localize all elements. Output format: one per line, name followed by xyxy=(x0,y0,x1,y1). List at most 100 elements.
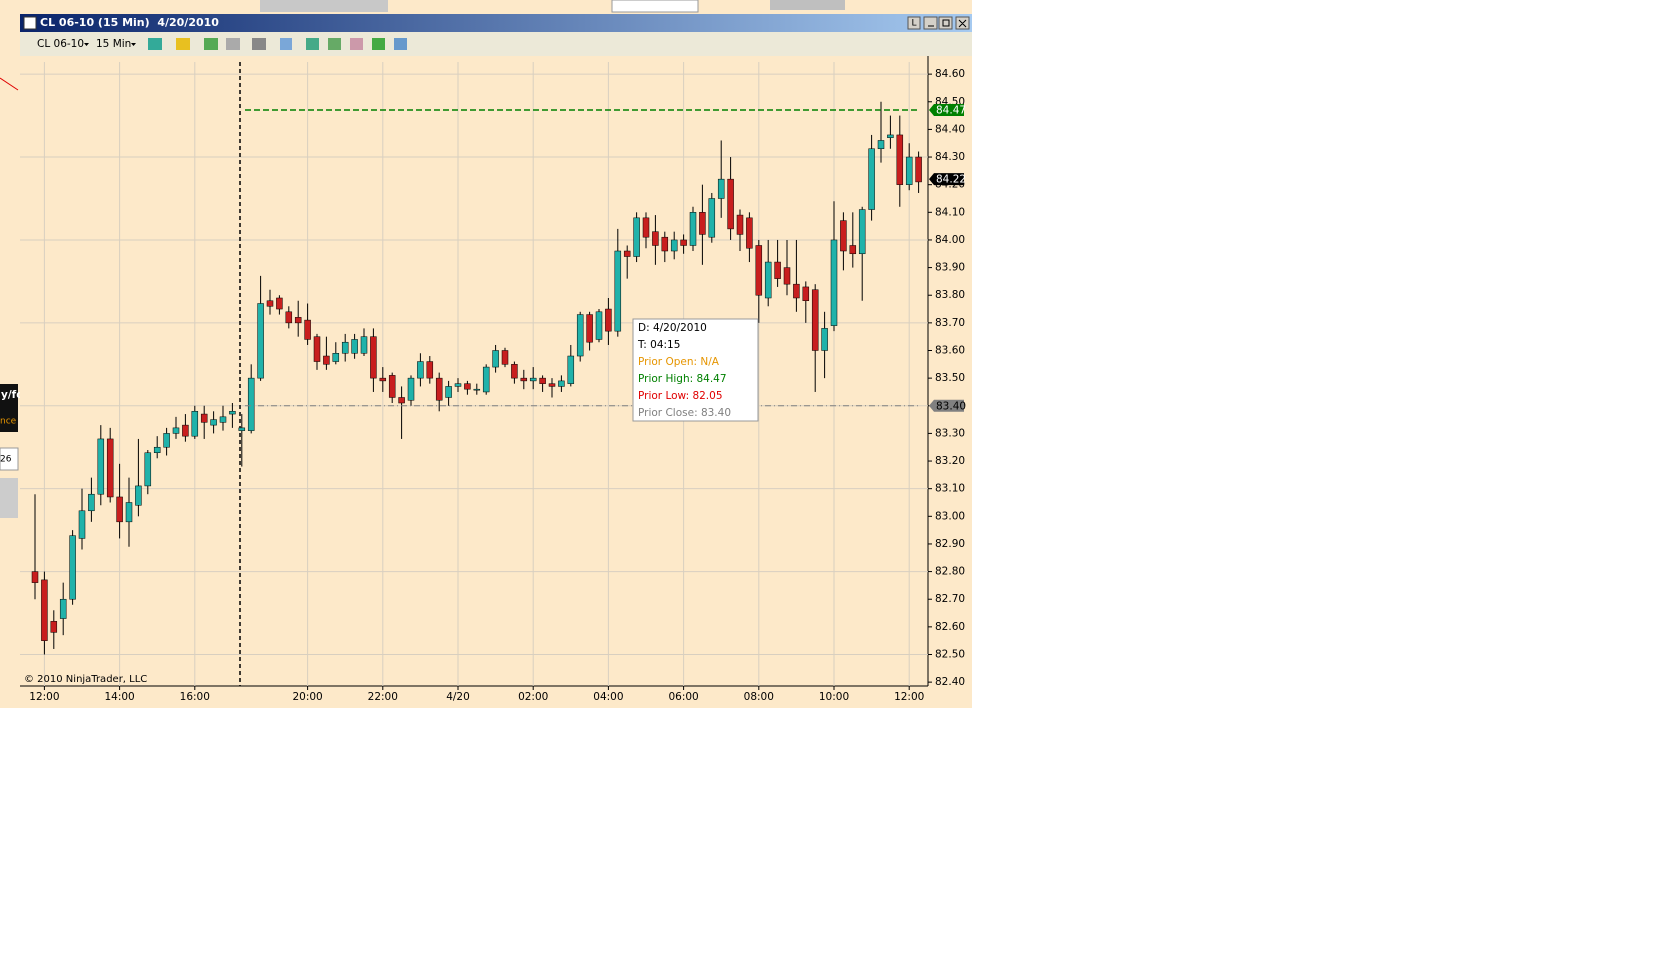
tool-icon[interactable] xyxy=(306,38,319,50)
tool-icon[interactable] xyxy=(148,38,162,50)
candle-body xyxy=(191,411,199,437)
candle-body xyxy=(905,156,913,185)
x-tick-label: 08:00 xyxy=(744,691,774,703)
background-text: nce xyxy=(0,417,17,427)
candle-body xyxy=(116,496,123,523)
background-text: 26 xyxy=(0,455,12,465)
candle-body xyxy=(717,178,725,199)
window-title: CL 06-10 (15 Min) 4/20/2010 xyxy=(40,16,219,29)
x-tick-label: 16:00 xyxy=(180,691,210,703)
candle-body xyxy=(774,261,781,279)
window-button[interactable] xyxy=(907,16,921,30)
candle-body xyxy=(454,383,462,387)
toolbar-icons[interactable] xyxy=(148,38,407,50)
candle-body xyxy=(539,377,546,384)
candle-body xyxy=(811,289,819,351)
candle-body xyxy=(50,621,58,633)
candle-body xyxy=(915,156,922,183)
price-marker xyxy=(929,399,964,412)
candle-body xyxy=(229,411,236,415)
candle-body xyxy=(727,178,734,230)
candle-body xyxy=(802,286,810,302)
candles xyxy=(31,101,922,655)
tooltip-line: T: 04:15 xyxy=(637,339,680,351)
candle-body xyxy=(247,377,255,431)
candle-body xyxy=(736,214,744,235)
tool-icon[interactable] xyxy=(280,38,292,50)
background-panel xyxy=(0,384,18,432)
candle-body xyxy=(511,364,518,379)
candle-body xyxy=(313,336,321,362)
tool-icon[interactable] xyxy=(372,38,385,50)
candle-body xyxy=(388,375,396,398)
y-tick-label: 83.00 xyxy=(935,510,965,522)
tool-icon[interactable] xyxy=(204,38,218,50)
candle-body xyxy=(59,598,67,619)
price-marker xyxy=(929,173,964,186)
candle-body xyxy=(699,212,706,235)
candle-body xyxy=(614,250,622,332)
x-tick-label: 20:00 xyxy=(292,691,322,703)
candle-body xyxy=(670,239,678,252)
candle-body xyxy=(276,297,283,310)
y-tick-label: 82.80 xyxy=(935,566,965,578)
tool-icon[interactable] xyxy=(176,38,190,50)
background-panel xyxy=(611,0,699,13)
candle-body xyxy=(849,245,857,255)
candle-body xyxy=(868,148,875,210)
candle-body xyxy=(529,377,537,382)
title-bar xyxy=(20,14,972,32)
tool-icon[interactable] xyxy=(226,38,240,50)
x-tick-label: 04:00 xyxy=(593,691,623,703)
candle-body xyxy=(896,134,904,185)
candle-body xyxy=(407,377,415,401)
tooltip xyxy=(632,318,759,422)
window-button-label[interactable]: L xyxy=(911,19,916,29)
maximize-button[interactable] xyxy=(938,16,953,30)
tool-icon[interactable] xyxy=(252,38,266,50)
y-tick-label: 84.60 xyxy=(935,68,965,80)
instrument-selector[interactable]: CL 06-10 xyxy=(37,38,84,50)
candle-body xyxy=(323,355,330,365)
minimize-button[interactable] xyxy=(923,16,938,30)
y-tick-label: 83.20 xyxy=(935,455,965,467)
candle-body xyxy=(153,446,161,454)
candle-body xyxy=(633,217,640,257)
background-panel xyxy=(0,447,19,471)
candle-body xyxy=(294,317,302,324)
candle-body xyxy=(172,427,180,434)
candle-body xyxy=(210,419,217,426)
candle-body xyxy=(398,397,405,404)
candle-body xyxy=(266,300,274,307)
candle-body xyxy=(370,336,377,379)
tool-icon[interactable] xyxy=(328,38,341,50)
y-tick-label: 83.10 xyxy=(935,483,965,495)
candle-body xyxy=(88,493,95,512)
candle-body xyxy=(78,510,86,539)
window-button-icons xyxy=(928,19,967,28)
y-tick-label: 84.00 xyxy=(935,234,965,246)
candle-body xyxy=(445,386,452,398)
x-tick-label: 22:00 xyxy=(368,691,398,703)
y-tick-label: 82.70 xyxy=(935,593,965,605)
tool-icon[interactable] xyxy=(350,38,363,50)
candle-body xyxy=(482,366,490,393)
candle-body xyxy=(341,341,349,354)
candle-body xyxy=(238,427,246,431)
tooltip-line: Prior Close: 83.40 xyxy=(638,407,731,419)
interval-selector[interactable]: 15 Min xyxy=(96,38,131,50)
y-tick-label: 83.30 xyxy=(935,427,965,439)
candle-body xyxy=(200,413,208,423)
candle-body xyxy=(746,217,753,249)
candle-body xyxy=(830,239,838,326)
y-tick-label: 83.70 xyxy=(935,317,965,329)
candle-body xyxy=(567,355,575,384)
y-tick-label: 84.10 xyxy=(935,206,965,218)
price-marker-label: 84.47 xyxy=(936,105,966,117)
x-tick-label: 06:00 xyxy=(668,691,698,703)
tooltip-line: Prior Open: N/A xyxy=(638,356,720,368)
axes: 82.40 82.50 82.60 82.70 82.80 82.90 83.00 83.10… xyxy=(29,68,966,703)
candle-body xyxy=(69,535,76,600)
tool-icon[interactable] xyxy=(394,38,407,50)
